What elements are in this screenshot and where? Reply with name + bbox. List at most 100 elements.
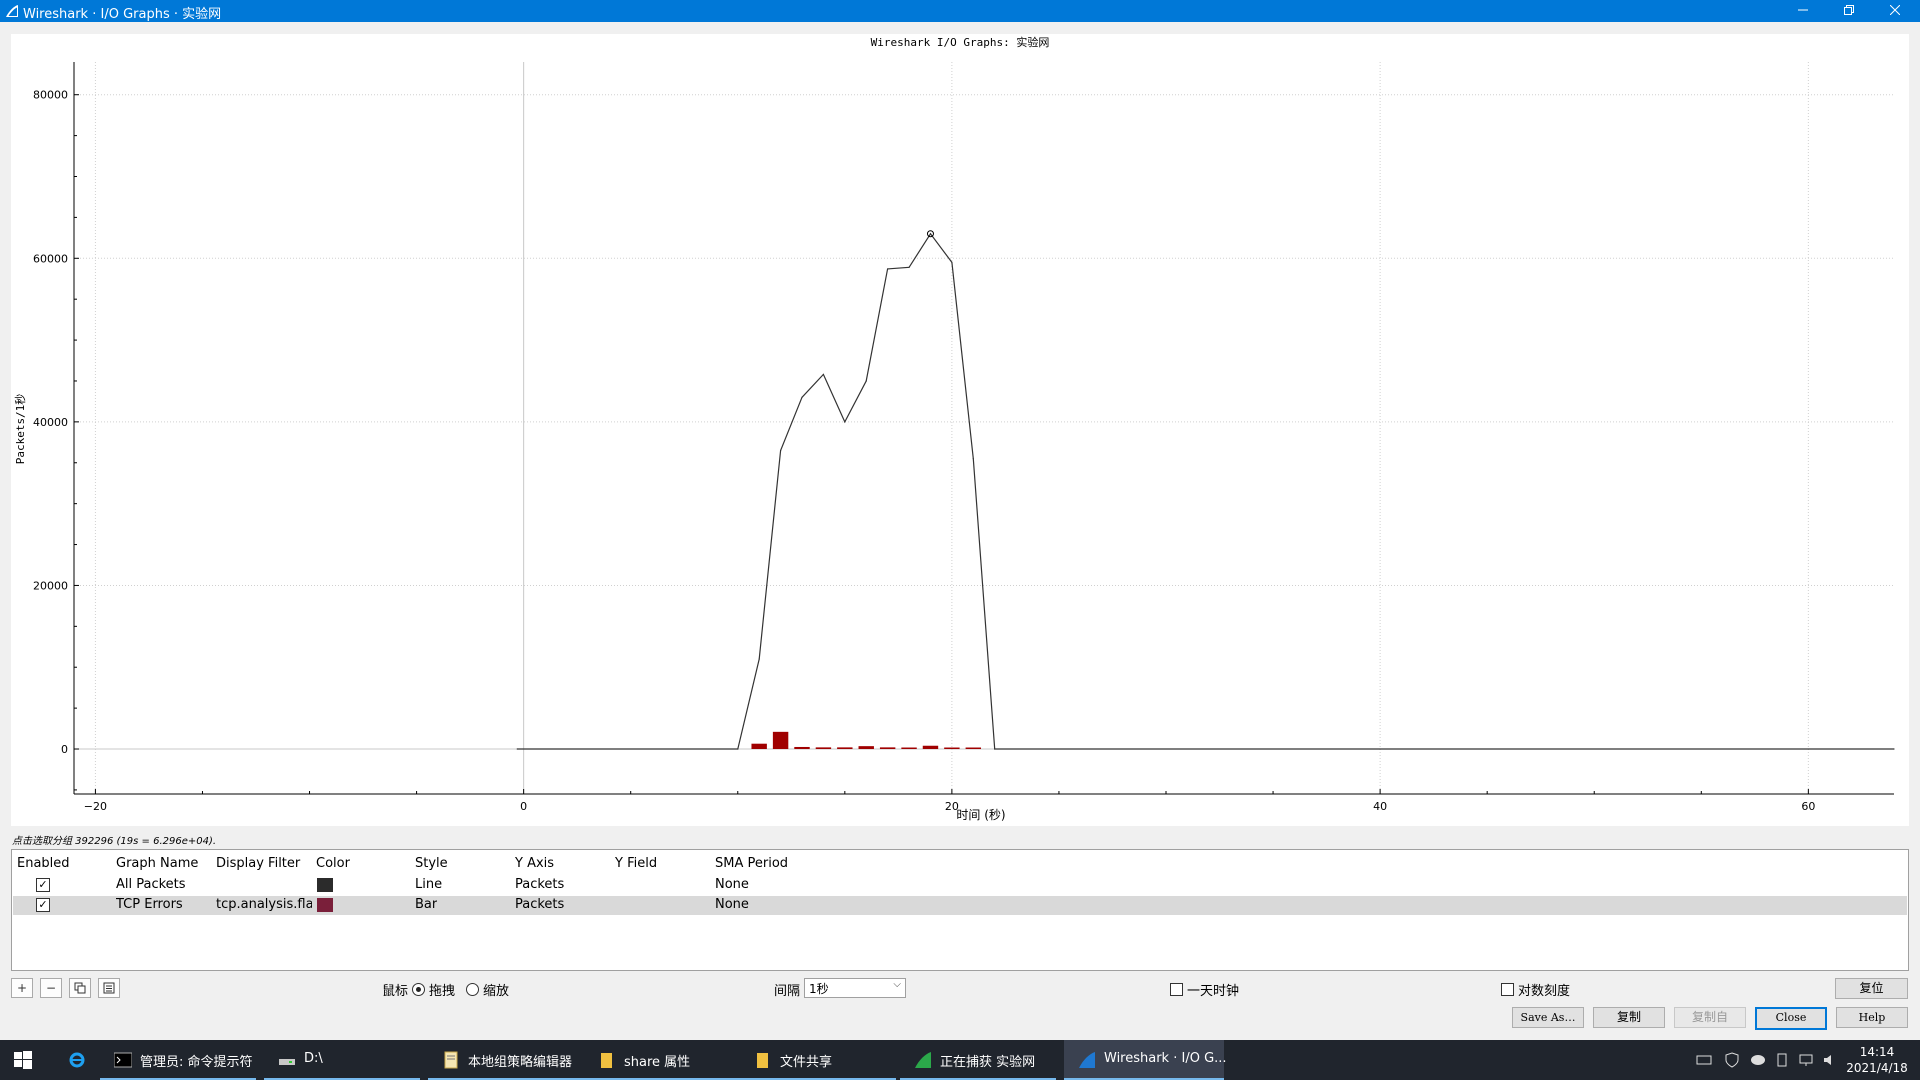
- io-graph-chart[interactable]: 0 20000 40000 60000 80000 −20 0 20 40 60 Wireshar…: [11, 34, 1909, 826]
- close-button[interactable]: Close: [1755, 1007, 1827, 1030]
- tcp-errors-bar: [794, 746, 810, 750]
- col-display-filter[interactable]: Display Filter: [216, 856, 301, 871]
- col-graph-name[interactable]: Graph Name: [116, 856, 199, 871]
- display-filter: tcp.analysis.fla...: [216, 897, 312, 912]
- col-sma-period[interactable]: SMA Period: [715, 856, 789, 871]
- reset-button[interactable]: 复位: [1835, 978, 1908, 999]
- color-swatch[interactable]: [317, 878, 333, 892]
- zoom-radio[interactable]: 缩放: [466, 980, 509, 999]
- copy-icon: [74, 982, 86, 994]
- taskbar-label: share 属性: [624, 1055, 691, 1070]
- col-y-field[interactable]: Y Field: [615, 856, 658, 871]
- log-scale-label: 对数刻度: [1518, 984, 1571, 999]
- mouse-mode-label: 鼠标: [382, 984, 409, 999]
- internet-explorer-icon: [69, 1052, 85, 1068]
- defender-shield-icon[interactable]: [1724, 1052, 1740, 1068]
- all-packets-point: [822, 373, 825, 376]
- x-axis-label: 时间 (秒): [956, 808, 1005, 822]
- wireshark-fin-icon: [6, 5, 18, 17]
- tcp-errors-bar: [901, 747, 917, 750]
- taskbar-item-capture[interactable]: 正在捕获 实验网: [900, 1040, 1056, 1080]
- copy-from-button[interactable]: 复制自: [1674, 1007, 1746, 1028]
- y-tick-label: 0: [61, 743, 68, 756]
- start-button[interactable]: [0, 1040, 46, 1080]
- close-window-button[interactable]: [1872, 0, 1918, 22]
- all-packets-point: [951, 261, 953, 263]
- clock-date: 2021/4/18: [1846, 1061, 1908, 1075]
- all-packets-line: [517, 232, 1894, 750]
- copy-button[interactable]: 复制: [1593, 1007, 1665, 1028]
- taskbar: 管理员: 命令提示符 D:\ 本地组策略编辑器 share 属性 文件共享 正在…: [0, 1040, 1920, 1080]
- enabled-checkbox[interactable]: ✓: [36, 878, 50, 892]
- taskbar-item-drive[interactable]: D:\: [264, 1040, 420, 1080]
- usb-device-icon[interactable]: [1774, 1052, 1790, 1068]
- keyboard-icon[interactable]: [1696, 1052, 1712, 1068]
- taskbar-clock[interactable]: 14:14 2021/4/18: [1837, 1044, 1917, 1076]
- sma-period-value: None: [715, 897, 749, 912]
- drag-label: 拖拽: [429, 984, 456, 999]
- zoom-label: 缩放: [483, 984, 510, 999]
- drive-icon: [279, 1059, 295, 1065]
- minimize-button[interactable]: [1780, 0, 1826, 22]
- tcp-errors-bar: [944, 747, 960, 750]
- copy-graph-button[interactable]: [69, 978, 91, 998]
- taskbar-item-fileshare[interactable]: 文件共享: [740, 1040, 896, 1080]
- taskbar-item-gpedit[interactable]: 本地组策略编辑器: [428, 1040, 584, 1080]
- io-graph-plot[interactable]: 0 20000 40000 60000 80000 −20 0 20 40 60 Wireshar…: [11, 34, 1909, 826]
- log-scale-checkbox[interactable]: 对数刻度: [1501, 980, 1570, 999]
- tcp-errors-bar: [922, 745, 939, 750]
- selected-point-marker: [926, 230, 934, 238]
- col-enabled[interactable]: Enabled: [17, 856, 70, 871]
- remove-graph-button[interactable]: −: [40, 978, 62, 998]
- messenger-icon[interactable]: [1750, 1052, 1766, 1068]
- col-y-axis[interactable]: Y Axis: [515, 856, 555, 871]
- restore-button[interactable]: [1826, 0, 1872, 22]
- graph-list-table[interactable]: Enabled Graph Name Display Filter Color …: [11, 849, 1909, 971]
- col-color[interactable]: Color: [316, 856, 350, 871]
- folder-icon: [601, 1053, 612, 1068]
- tcp-errors-bar: [837, 747, 853, 750]
- folder-icon: [757, 1053, 768, 1068]
- enabled-checkbox[interactable]: ✓: [36, 898, 50, 912]
- taskbar-item-cmd[interactable]: 管理员: 命令提示符: [100, 1040, 256, 1080]
- interval-select[interactable]: 1秒 ⌵: [804, 978, 906, 998]
- all-packets-point: [758, 658, 760, 660]
- graph-style: Line: [415, 877, 443, 892]
- all-packets-point: [1893, 748, 1895, 750]
- command-prompt-icon: [114, 1052, 132, 1068]
- network-icon[interactable]: [1798, 1052, 1814, 1068]
- x-tick-label: 40: [1373, 800, 1387, 813]
- volume-icon[interactable]: [1822, 1052, 1838, 1068]
- x-tick-label: −20: [84, 800, 107, 813]
- add-graph-button[interactable]: +: [11, 978, 33, 998]
- clock-time: 14:14: [1859, 1045, 1895, 1059]
- help-button[interactable]: Help: [1836, 1007, 1908, 1028]
- color-swatch[interactable]: [317, 898, 333, 912]
- clear-graphs-button[interactable]: [98, 978, 120, 998]
- time-of-day-label: 一天时钟: [1187, 984, 1240, 999]
- save-as-button[interactable]: Save As…: [1512, 1007, 1584, 1028]
- chevron-down-icon: ⌵: [893, 979, 901, 990]
- minimize-icon: [1798, 9, 1808, 11]
- x-tick-label: 60: [1801, 800, 1815, 813]
- wireshark-fin-icon: [1079, 1052, 1095, 1068]
- tcp-errors-bar: [879, 747, 896, 750]
- tcp-errors-bar: [965, 747, 982, 750]
- taskbar-label: 文件共享: [780, 1055, 833, 1070]
- taskbar-item-io-graphs[interactable]: Wireshark · I/O G...: [1064, 1040, 1227, 1080]
- taskbar-ie[interactable]: [54, 1040, 100, 1080]
- window-title: Wireshark · I/O Graphs · 实验网: [23, 7, 222, 22]
- all-packets-point: [801, 396, 803, 398]
- drag-radio[interactable]: 拖拽: [412, 980, 455, 999]
- y-tick-label: 40000: [33, 416, 68, 429]
- windows-logo-icon: [14, 1051, 32, 1069]
- time-of-day-checkbox[interactable]: 一天时钟: [1170, 980, 1239, 999]
- graph-style: Bar: [415, 897, 438, 912]
- clear-icon: [103, 982, 115, 994]
- all-packets-point: [865, 380, 867, 382]
- col-style[interactable]: Style: [415, 856, 448, 871]
- tcp-errors-bar: [772, 731, 789, 750]
- table-row[interactable]: ✓ TCP Errors tcp.analysis.fla... Bar Pac…: [13, 896, 1907, 915]
- table-row[interactable]: ✓ All Packets Line Packets None: [13, 876, 1907, 895]
- taskbar-item-share[interactable]: share 属性: [584, 1040, 740, 1080]
